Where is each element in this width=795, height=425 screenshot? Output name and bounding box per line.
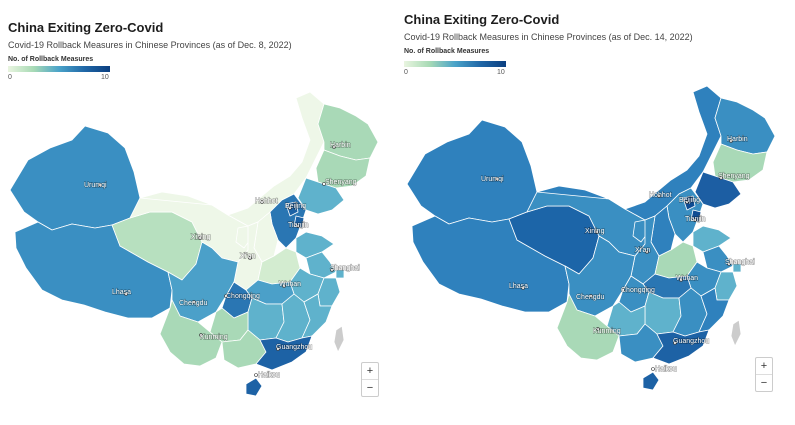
city-guangzhou: Guangzhou (673, 338, 709, 345)
legend-max: 10 (101, 74, 109, 81)
city-lhasa: Lhasa (509, 283, 528, 290)
map-subtitle: Covid-19 Rollback Measures in Chinese Pr… (8, 40, 292, 50)
province-tibet[interactable] (411, 215, 570, 313)
province-shandong[interactable] (692, 225, 732, 253)
legend-title: No. of Rollback Measures (8, 56, 94, 63)
province-yunnan[interactable] (556, 293, 620, 361)
city-shanghai: Shanghai (725, 259, 755, 266)
legend-title: No. of Rollback Measures (404, 48, 490, 55)
city-chengdu: Chengdu (576, 294, 605, 301)
zoom-controls: + − (361, 362, 379, 397)
map-panel-dec-8: China Exiting Zero-Covid Covid-19 Rollba… (0, 0, 392, 425)
province-jilin[interactable] (712, 143, 768, 183)
city-harbin: Harbin (727, 136, 748, 143)
legend-color-scale (404, 61, 506, 67)
city-shanghai: Shanghai (330, 265, 360, 272)
province-tianjin[interactable] (293, 215, 305, 229)
province-fujian[interactable] (698, 287, 730, 333)
city-markers: Harbin Shenyang Hohhot Beijing Tianjin U… (480, 135, 755, 373)
city-tianjin: Tianjin (685, 216, 705, 223)
zoom-in-button[interactable]: + (366, 365, 374, 377)
map-panel-dec-14: China Exiting Zero-Covid Covid-19 Rollba… (396, 0, 795, 425)
city-chongqing: Chongqing (621, 287, 655, 294)
map-title: China Exiting Zero-Covid (8, 20, 164, 35)
province-tibet[interactable] (14, 221, 173, 319)
city-urumqi: Urumqi (481, 176, 504, 183)
legend-max: 10 (497, 69, 505, 76)
city-chongqing: Chongqing (226, 293, 260, 300)
city-xian: Xi'an (240, 253, 255, 260)
city-wuhan: Wuhan (676, 275, 698, 282)
city-guangzhou: Guangzhou (276, 344, 312, 351)
zoom-controls: + − (755, 357, 773, 392)
zoom-in-button[interactable]: + (760, 360, 768, 372)
city-haikou: Haikou (258, 372, 280, 379)
province-tianjin[interactable] (690, 209, 702, 223)
province-shanghai[interactable] (732, 263, 742, 273)
city-markers: Harbin Shenyang Hohhot Beijing Tianjin U… (83, 141, 360, 379)
city-urumqi: Urumqi (84, 182, 107, 189)
city-xining: Xining (191, 234, 211, 241)
province-shanghai[interactable] (335, 269, 345, 279)
province-jilin[interactable] (315, 149, 371, 189)
province-shandong[interactable] (295, 231, 335, 259)
city-hohhot: Hohhot (649, 192, 672, 199)
city-kunming: Kunming (200, 334, 228, 341)
map-title: China Exiting Zero-Covid (404, 12, 560, 27)
province-ningxia[interactable] (632, 219, 648, 243)
legend-min: 0 (404, 69, 408, 76)
city-tianjin: Tianjin (288, 222, 308, 229)
city-shenyang: Shenyang (325, 179, 357, 186)
zoom-out-button[interactable]: − (756, 374, 772, 391)
province-hainan[interactable] (245, 377, 263, 397)
province-guangdong[interactable] (652, 329, 710, 365)
province-taiwan[interactable] (333, 325, 345, 353)
map-subtitle: Covid-19 Rollback Measures in Chinese Pr… (404, 32, 693, 42)
city-haikou: Haikou (655, 366, 677, 373)
province-fujian[interactable] (301, 293, 333, 339)
province-beijing[interactable] (285, 201, 299, 217)
province-xinjiang[interactable] (9, 125, 141, 231)
province-hainan[interactable] (642, 371, 660, 391)
province-ningxia[interactable] (235, 225, 251, 249)
city-harbin: Harbin (330, 142, 351, 149)
city-chengdu: Chengdu (179, 300, 208, 307)
province-taiwan[interactable] (730, 319, 742, 347)
city-wuhan: Wuhan (279, 281, 301, 288)
city-shenyang: Shenyang (718, 173, 750, 180)
legend-color-scale (8, 66, 110, 72)
province-guangdong[interactable] (255, 335, 313, 371)
city-hohhot: Hohhot (255, 198, 278, 205)
city-lhasa: Lhasa (112, 289, 131, 296)
china-choropleth-map: Harbin Shenyang Hohhot Beijing Tianjin U… (9, 91, 379, 397)
city-xining: Xining (585, 228, 605, 235)
zoom-out-button[interactable]: − (362, 379, 378, 396)
province-beijing[interactable] (682, 195, 696, 211)
city-beijing: Beijing (679, 197, 700, 204)
province-xinjiang[interactable] (406, 119, 538, 225)
city-beijing: Beijing (285, 203, 306, 210)
china-choropleth-map: Harbin Shenyang Hohhot Beijing Tianjin U… (406, 85, 776, 391)
legend-min: 0 (8, 74, 12, 81)
city-kunming: Kunming (593, 328, 621, 335)
city-xian: Xi'an (635, 247, 650, 254)
province-yunnan[interactable] (159, 299, 223, 367)
